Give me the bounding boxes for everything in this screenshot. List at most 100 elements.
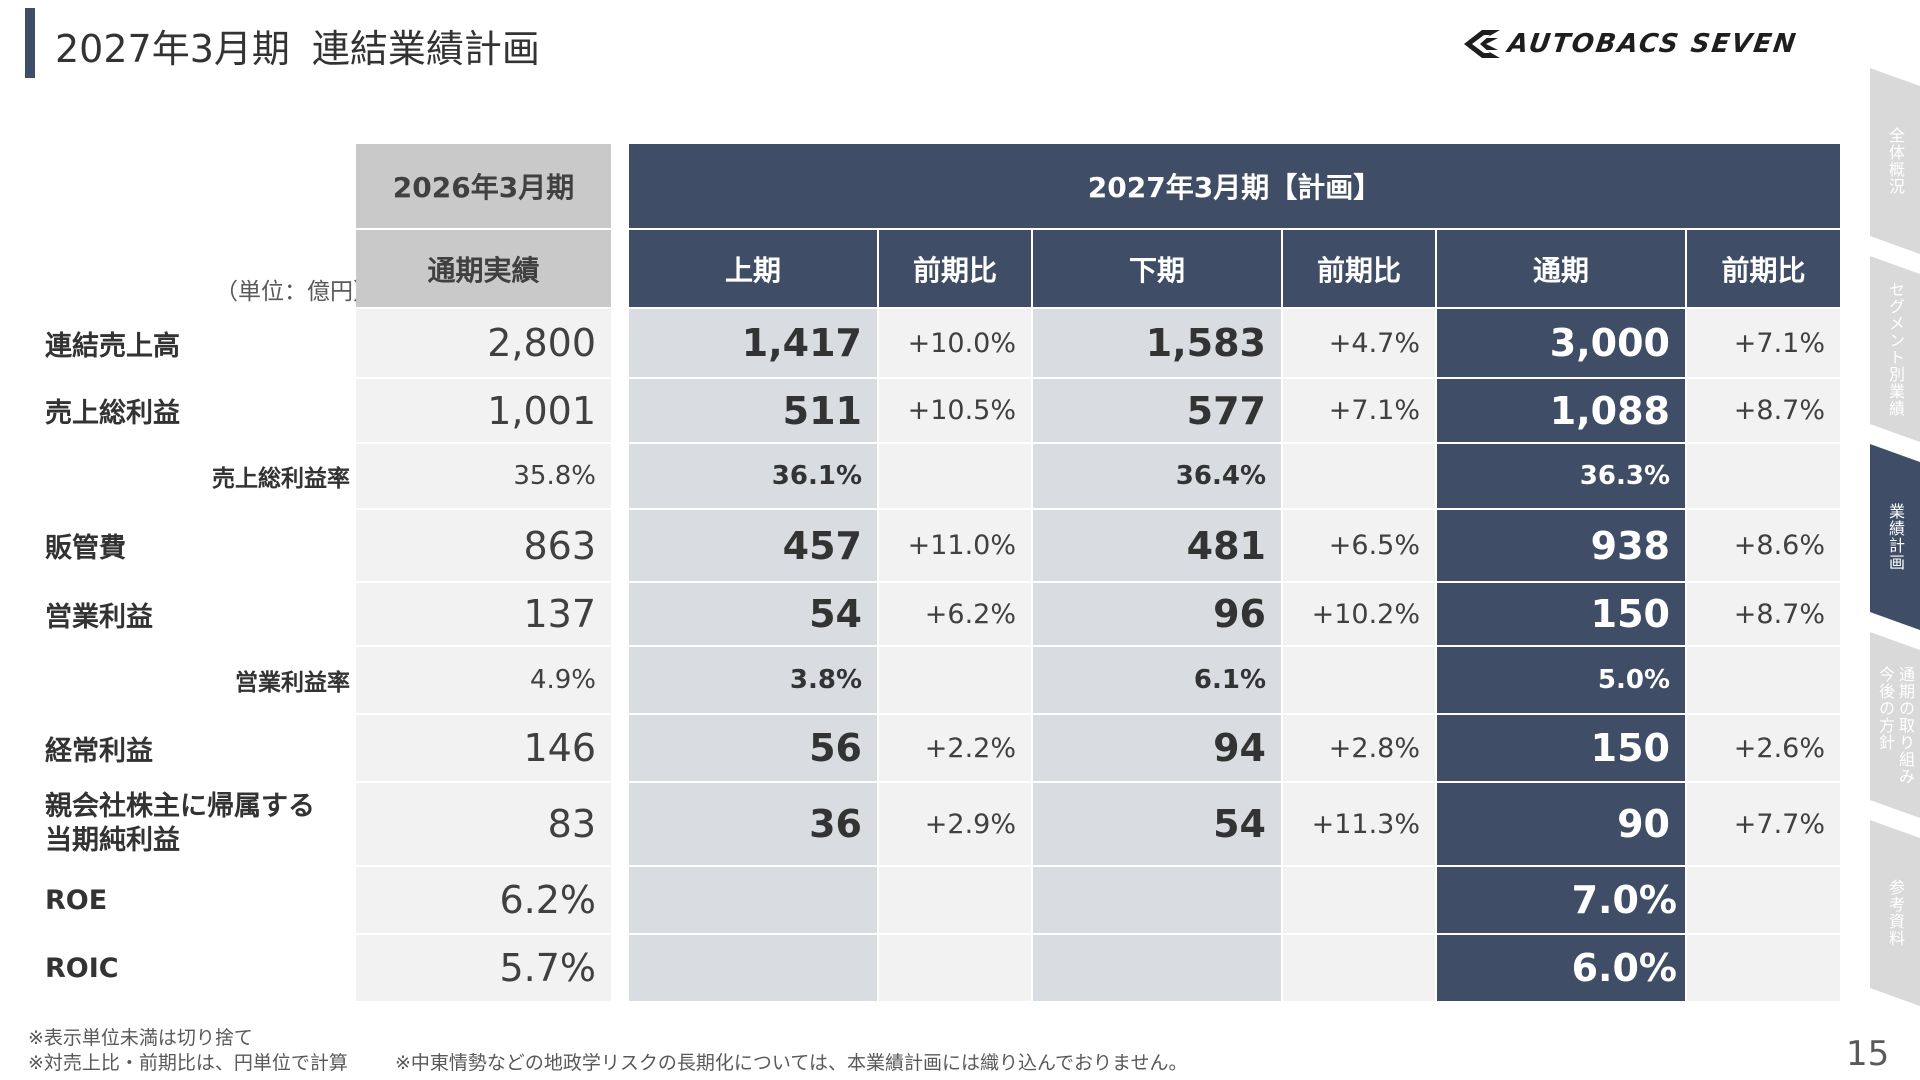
cell-h1: 54	[629, 583, 877, 645]
row-label: 連結売上高	[45, 330, 180, 362]
footnote-calculation: ※対売上比・前期比は、円単位で計算	[28, 1052, 348, 1074]
unit-label: （単位：億円）	[215, 279, 376, 305]
cell-h1: 36.1%	[629, 444, 877, 508]
row-label-line2: 当期純利益	[45, 825, 180, 856]
row-label: 経常利益	[45, 735, 153, 767]
row-label: 営業利益	[45, 601, 153, 633]
cell-actual: 5.7%	[356, 935, 611, 1001]
cell-fy-yoy: +8.7%	[1687, 379, 1840, 442]
cell-h2-yoy	[1283, 867, 1435, 933]
page-number: 15	[1846, 1034, 1890, 1074]
cell-h1: 1,417	[629, 309, 877, 377]
cell-h2: 96	[1033, 583, 1281, 645]
table-row: ROIC 5.7% 6.0%	[0, 935, 1840, 1001]
logo-wing-icon	[1464, 30, 1500, 58]
table-row: 経常利益 146 56 +2.2% 94 +2.8% 150 +2.6%	[0, 715, 1840, 781]
cell-actual: 6.2%	[356, 867, 611, 933]
tab-initiatives-policy[interactable]: 通期の取り組み 今後の方針	[1870, 632, 1920, 818]
col-header-h2: 下期	[1033, 230, 1281, 307]
cell-h1-yoy	[879, 935, 1031, 1001]
col-header-h1: 上期	[629, 230, 877, 307]
cell-fy: 36.3%	[1437, 444, 1685, 508]
row-label: 営業利益率	[235, 670, 350, 696]
title-text: 連結業績計画	[311, 27, 540, 71]
cell-h1-yoy: +10.5%	[879, 379, 1031, 442]
cell-h1-yoy	[879, 647, 1031, 713]
cell-actual: 4.9%	[356, 647, 611, 713]
cell-actual: 2,800	[356, 309, 611, 377]
cell-h2: 577	[1033, 379, 1281, 442]
table-row: 連結売上高 2,800 1,417 +10.0% 1,583 +4.7% 3,0…	[0, 309, 1840, 377]
table-row: 親会社株主に帰属する 当期純利益 83 36 +2.9% 54 +11.3% 9…	[0, 783, 1840, 865]
cell-h2-yoy: +2.8%	[1283, 715, 1435, 781]
cell-fy: 7.0%	[1437, 867, 1685, 933]
cell-fy-yoy: +7.7%	[1687, 783, 1840, 865]
table-row: ROE 6.2% 7.0%	[0, 867, 1840, 933]
table-row: 売上総利益率 35.8% 36.1% 36.4% 36.3%	[0, 444, 1840, 508]
tab-business-plan[interactable]: 業績計画	[1870, 444, 1920, 630]
header-plan-year: 2027年3月期【計画】	[629, 144, 1840, 228]
cell-h2-yoy	[1283, 935, 1435, 1001]
cell-h1: 457	[629, 510, 877, 581]
cell-fy: 6.0%	[1437, 935, 1685, 1001]
cell-h2-yoy: +11.3%	[1283, 783, 1435, 865]
title-accent-bar	[25, 8, 35, 78]
cell-fy: 150	[1437, 583, 1685, 645]
logo-text: AUTOBACS SEVEN	[1505, 29, 1800, 59]
row-label: ROIC	[45, 952, 119, 984]
row-label: 売上総利益率	[212, 466, 350, 492]
cell-h1: 56	[629, 715, 877, 781]
cell-h2-yoy: +4.7%	[1283, 309, 1435, 377]
cell-fy: 938	[1437, 510, 1685, 581]
row-label: 親会社株主に帰属する 当期純利益	[45, 783, 350, 865]
tab-overview[interactable]: 全体概況	[1870, 68, 1920, 254]
cell-fy-yoy: +2.6%	[1687, 715, 1840, 781]
cell-h2: 94	[1033, 715, 1281, 781]
cell-actual: 1,001	[356, 379, 611, 442]
col-header-h2-yoy: 前期比	[1283, 230, 1435, 307]
cell-h2	[1033, 935, 1281, 1001]
tab-segment-results[interactable]: セグメント別業績	[1870, 256, 1920, 442]
cell-h2: 54	[1033, 783, 1281, 865]
cell-h1: 36	[629, 783, 877, 865]
table-row: 営業利益率 4.9% 3.8% 6.1% 5.0%	[0, 647, 1840, 713]
cell-fy-yoy	[1687, 935, 1840, 1001]
cell-actual: 137	[356, 583, 611, 645]
cell-h2: 481	[1033, 510, 1281, 581]
cell-h1-yoy: +2.2%	[879, 715, 1031, 781]
cell-h1-yoy	[879, 444, 1031, 508]
cell-fy-yoy: +8.6%	[1687, 510, 1840, 581]
col-header-h1-yoy: 前期比	[879, 230, 1031, 307]
cell-h1	[629, 935, 877, 1001]
cell-fy: 1,088	[1437, 379, 1685, 442]
cell-h2: 1,583	[1033, 309, 1281, 377]
company-logo: AUTOBACS SEVEN	[1460, 24, 1826, 64]
cell-h2	[1033, 867, 1281, 933]
cell-h2-yoy	[1283, 444, 1435, 508]
cell-fy-yoy	[1687, 444, 1840, 508]
cell-actual: 83	[356, 783, 611, 865]
tab-reference[interactable]: 参考資料	[1870, 820, 1920, 1006]
cell-h1-yoy: +2.9%	[879, 783, 1031, 865]
cell-h2-yoy	[1283, 647, 1435, 713]
table-row: 売上総利益 1,001 511 +10.5% 577 +7.1% 1,088 +…	[0, 379, 1840, 442]
cell-h2-yoy: +7.1%	[1283, 379, 1435, 442]
cell-fy: 3,000	[1437, 309, 1685, 377]
cell-fy: 5.0%	[1437, 647, 1685, 713]
col-header-fy-yoy: 前期比	[1687, 230, 1840, 307]
table-row: 営業利益 137 54 +6.2% 96 +10.2% 150 +8.7%	[0, 583, 1840, 645]
cell-actual: 146	[356, 715, 611, 781]
row-label-line1: 親会社株主に帰属する	[45, 791, 315, 822]
footnote-risk: ※中東情勢などの地政学リスクの長期化については、本業績計画には織り込んでおりませ…	[395, 1052, 1188, 1074]
table-row: 販管費 863 457 +11.0% 481 +6.5% 938 +8.6%	[0, 510, 1840, 581]
cell-h1-yoy: +6.2%	[879, 583, 1031, 645]
cell-actual: 863	[356, 510, 611, 581]
cell-h1: 511	[629, 379, 877, 442]
title-period: 2027年3月期	[55, 27, 290, 71]
row-label: 販管費	[45, 533, 126, 564]
cell-h2-yoy: +10.2%	[1283, 583, 1435, 645]
cell-h2: 36.4%	[1033, 444, 1281, 508]
cell-fy-yoy: +7.1%	[1687, 309, 1840, 377]
row-label: 売上総利益	[45, 398, 180, 429]
cell-h2-yoy: +6.5%	[1283, 510, 1435, 581]
